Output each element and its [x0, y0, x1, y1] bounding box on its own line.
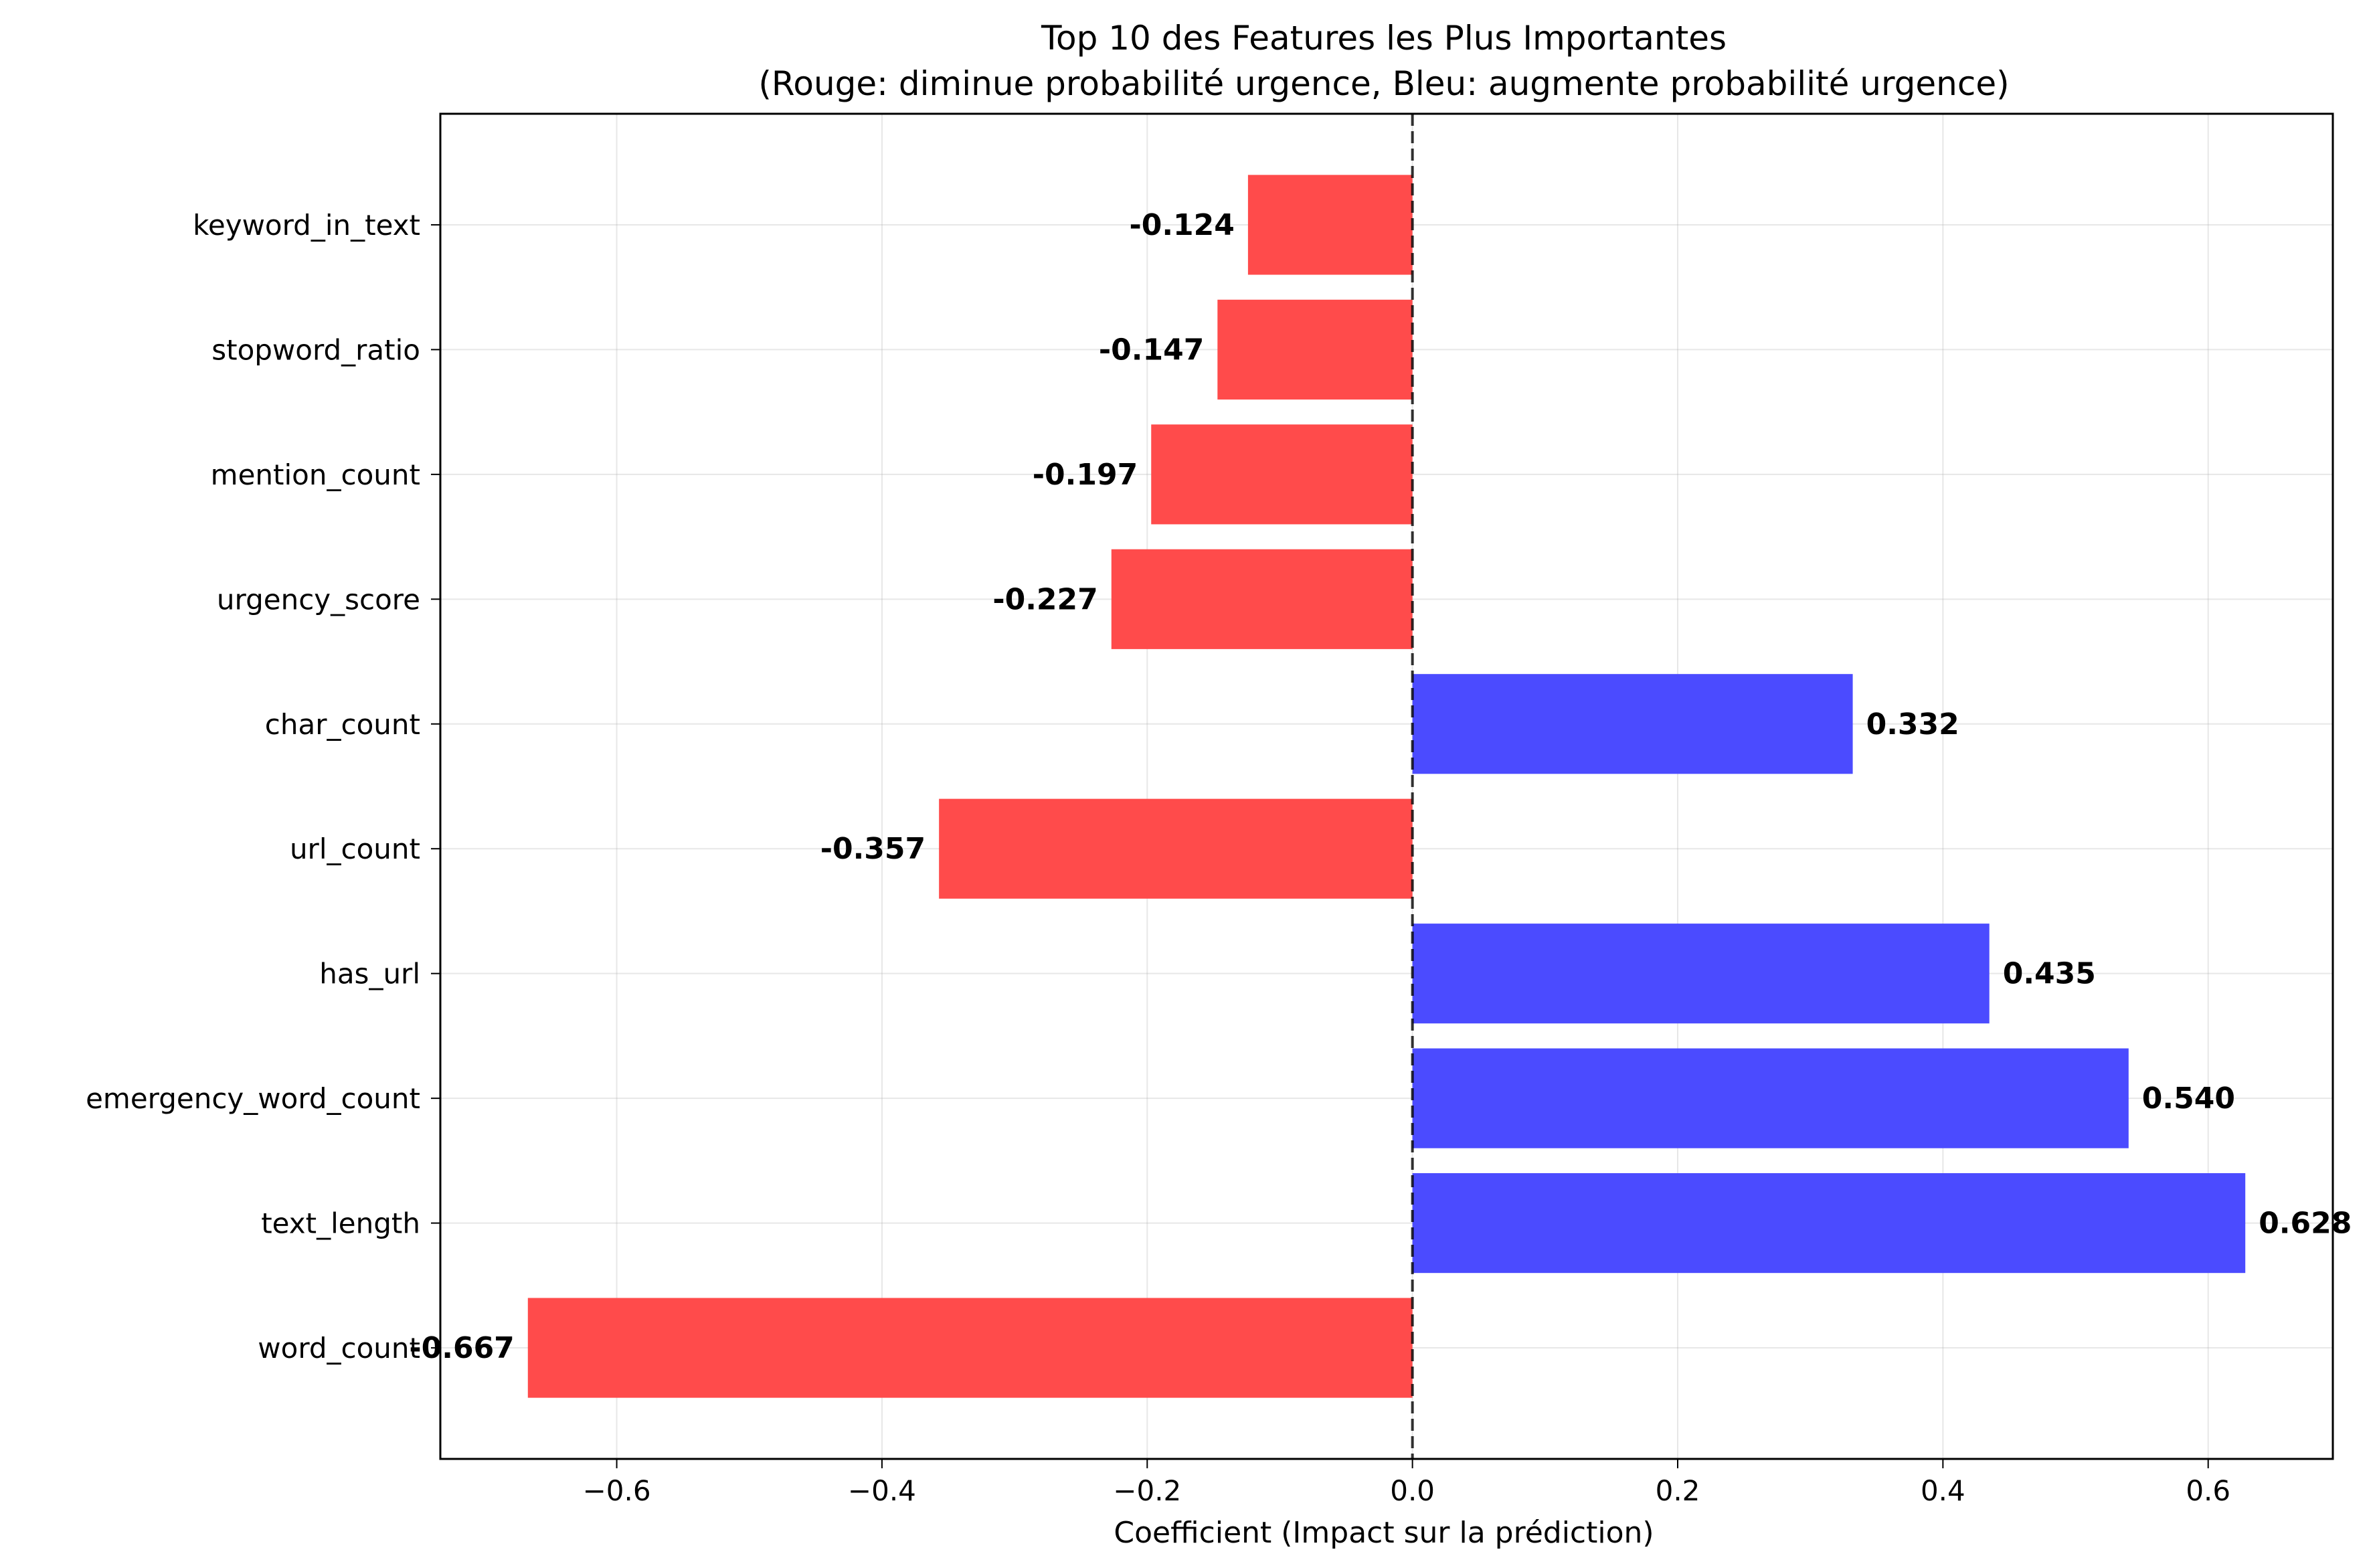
value-label: -0.227	[992, 582, 1097, 616]
bar-stopword_ratio	[1217, 299, 1413, 400]
value-label: -0.357	[820, 832, 926, 866]
bar-url_count	[939, 798, 1413, 899]
bar-char_count	[1412, 674, 1853, 774]
bars	[527, 175, 2246, 1398]
plot-frame	[439, 112, 2334, 1460]
value-label: 0.628	[2259, 1207, 2352, 1241]
value-label: -0.667	[409, 1331, 514, 1365]
bar-urgency_score	[1111, 549, 1413, 649]
bar-mention_count	[1151, 424, 1413, 525]
value-label: -0.147	[1099, 333, 1204, 367]
x-tick-label: 0.6	[2186, 1474, 2230, 1507]
y-axis: keyword_in_text stopword_ratio mention_cou…	[86, 209, 440, 1365]
x-tick-label: −0.2	[1113, 1474, 1181, 1507]
bar-keyword_in_text	[1247, 175, 1413, 275]
x-tick-label: −0.6	[583, 1474, 651, 1507]
x-tick-label: 0.0	[1390, 1474, 1435, 1507]
y-tick-label: mention_count	[211, 458, 420, 491]
y-tick-label: url_count	[290, 833, 420, 865]
value-label: -0.124	[1129, 208, 1234, 242]
x-tick-label: 0.2	[1656, 1474, 1700, 1507]
y-tick-label: emergency_word_count	[86, 1082, 420, 1115]
x-tick-label: −0.4	[848, 1474, 916, 1507]
bar-emergency_word_count	[1412, 1048, 2129, 1148]
y-tick-label: word_count	[258, 1332, 420, 1365]
bar-text_length	[1412, 1173, 2246, 1274]
value-labels: -0.124 -0.147 -0.197 -0.227 0.332 -0.357 0.435…	[409, 208, 2352, 1365]
y-tick-label: char_count	[265, 708, 420, 741]
y-tick-label: urgency_score	[217, 583, 420, 616]
bar-has_url	[1412, 924, 1990, 1024]
x-axis: −0.6 −0.4 −0.2 0.0 0.2 0.4 0.6	[583, 1459, 2230, 1507]
chart-subtitle: (Rouge: diminue probabilité urgence, Ble…	[758, 64, 2009, 103]
x-axis-label: Coefficient (Impact sur la prédiction)	[1114, 1516, 1654, 1550]
value-label: 0.435	[2003, 957, 2096, 991]
chart-title: Top 10 des Features les Plus Importantes	[1041, 19, 1727, 58]
x-tick-label: 0.4	[1921, 1474, 1965, 1507]
y-tick-label: keyword_in_text	[193, 209, 420, 242]
y-tick-label: text_length	[261, 1207, 420, 1240]
bar-word_count	[527, 1298, 1413, 1398]
y-tick-label: stopword_ratio	[211, 333, 420, 366]
value-label: 0.332	[1866, 707, 1959, 742]
y-tick-label: has_url	[319, 958, 420, 990]
value-label: 0.540	[2142, 1081, 2235, 1116]
value-label: -0.197	[1033, 458, 1138, 492]
